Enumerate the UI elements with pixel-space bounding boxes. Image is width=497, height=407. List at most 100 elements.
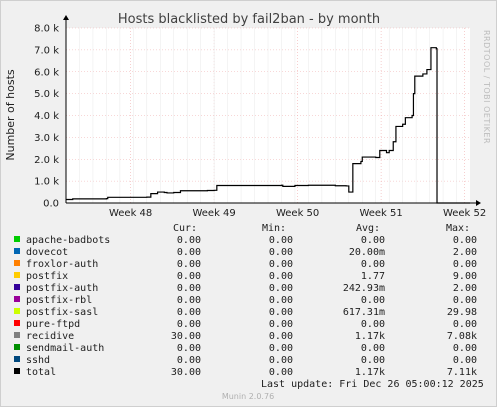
- legend-cur: 0.00: [177, 355, 201, 366]
- legend-row: postfix-rbl 0.00 0.00 0.00 0.00: [14, 295, 477, 306]
- legend-row: froxlor-auth 0.00 0.00 0.00 0.00: [14, 259, 477, 270]
- legend-avg: 1.77: [361, 271, 385, 282]
- legend-name: froxlor-auth: [26, 259, 98, 270]
- legend-avg: 1.17k: [355, 331, 385, 342]
- legend-max: 0.00: [453, 319, 477, 330]
- y-tick-label: 4.0 k: [34, 111, 59, 122]
- legend-min: 0.00: [269, 319, 293, 330]
- legend-max: 7.11k: [447, 367, 477, 378]
- legend-row: dovecot 0.00 0.00 20.00m 2.00: [14, 247, 477, 258]
- legend-max: 0.00: [453, 259, 477, 270]
- x-tick-label: Week 50: [276, 208, 319, 219]
- legend-avg: 0.00: [361, 343, 385, 354]
- legend-min: 0.00: [269, 343, 293, 354]
- legend-cur: 0.00: [177, 343, 201, 354]
- series-line-total: [66, 47, 470, 204]
- legend-min: 0.00: [269, 271, 293, 282]
- legend-swatch: [14, 356, 20, 362]
- legend-name: sendmail-auth: [26, 343, 104, 354]
- y-tick-label: 1.0 k: [34, 177, 59, 188]
- legend-row: apache-badbots 0.00 0.00 0.00 0.00: [14, 235, 477, 246]
- y-tick-label: 8.0 k: [34, 24, 59, 35]
- chart-title: Hosts blacklisted by fail2ban - by month: [118, 12, 380, 27]
- legend-name: total: [26, 367, 56, 378]
- y-tick-label: 5.0 k: [34, 89, 59, 100]
- legend-header-avg: Avg:: [356, 223, 380, 234]
- y-tick-labels: 0.0 1.0 k 2.0 k 3.0 k 4.0 k 5.0 k 6.0 k 7.0 k 8.…: [34, 24, 59, 210]
- legend-avg: 20.00m: [349, 247, 385, 258]
- legend-avg: 242.93m: [343, 283, 385, 294]
- legend-cur: 0.00: [177, 307, 201, 318]
- rrdtool-credit: RRDTOOL / TOBI OETIKER: [482, 30, 491, 144]
- legend-max: 0.00: [453, 235, 477, 246]
- legend-row: sshd 0.00 0.00 0.00 0.00: [14, 355, 477, 366]
- legend-cur: 0.00: [177, 259, 201, 270]
- x-tick-label: Week 48: [109, 208, 152, 219]
- legend-swatch: [14, 320, 20, 326]
- legend-swatch: [14, 284, 20, 290]
- y-tick-label: 7.0 k: [34, 45, 59, 56]
- legend-avg: 0.00: [361, 235, 385, 246]
- legend-avg: 617.31m: [343, 307, 385, 318]
- legend-row: postfix 0.00 0.00 1.77 9.00: [14, 271, 477, 282]
- legend-header-cur: Cur:: [173, 223, 197, 234]
- legend-name: postfix-auth: [26, 283, 98, 294]
- legend-max: 9.00: [453, 271, 477, 282]
- legend-cur: 30.00: [171, 367, 201, 378]
- legend: Cur: Min: Avg: Max:: [173, 223, 470, 234]
- legend-min: 0.00: [269, 331, 293, 342]
- legend-name: sshd: [26, 355, 50, 366]
- legend-row: sendmail-auth 0.00 0.00 0.00 0.00: [14, 343, 477, 354]
- grid-lines: [66, 27, 470, 203]
- y-tick-label: 6.0 k: [34, 67, 59, 78]
- legend-row: total 30.00 0.00 1.17k 7.11k: [14, 367, 477, 378]
- y-tick-label: 0.0: [43, 199, 59, 210]
- y-tick-label: 3.0 k: [34, 133, 59, 144]
- y-tick-label: 2.0 k: [34, 155, 59, 166]
- legend-min: 0.00: [269, 307, 293, 318]
- legend-max: 29.98: [447, 307, 477, 318]
- legend-min: 0.00: [269, 235, 293, 246]
- legend-cur: 0.00: [177, 271, 201, 282]
- legend-min: 0.00: [269, 283, 293, 294]
- legend-swatch: [14, 260, 20, 266]
- legend-name: postfix: [26, 271, 68, 282]
- legend-row: postfix-sasl 0.00 0.00 617.31m 29.98: [14, 307, 477, 318]
- legend-swatch: [14, 248, 20, 254]
- legend-name: recidive: [26, 331, 74, 342]
- legend-name: pure-ftpd: [26, 319, 80, 330]
- legend-min: 0.00: [269, 247, 293, 258]
- legend-max: 2.00: [453, 247, 477, 258]
- axes: [63, 15, 481, 206]
- x-tick-label: Week 51: [359, 208, 402, 219]
- legend-swatch: [14, 368, 20, 374]
- legend-row: pure-ftpd 0.00 0.00 0.00 0.00: [14, 319, 477, 330]
- legend-row: postfix-auth 0.00 0.00 242.93m 2.00: [14, 283, 477, 294]
- legend-max: 7.08k: [447, 331, 477, 342]
- legend-avg: 1.17k: [355, 367, 385, 378]
- legend-name: postfix-rbl: [26, 295, 92, 306]
- legend-header-min: Min:: [262, 223, 286, 234]
- legend-cur: 30.00: [171, 331, 201, 342]
- series-lines: [66, 47, 470, 204]
- munin-version: Munin 2.0.76: [222, 392, 274, 401]
- legend-cur: 0.00: [177, 247, 201, 258]
- y-axis-label: Number of hosts: [4, 69, 17, 161]
- legend-max: 0.00: [453, 355, 477, 366]
- legend-swatch: [14, 236, 20, 242]
- x-tick-labels: Week 48 Week 49 Week 50 Week 51 Week 52: [109, 208, 486, 219]
- legend-min: 0.00: [269, 259, 293, 270]
- last-update: Last update: Fri Dec 26 05:00:12 2025: [261, 379, 484, 390]
- legend-swatch: [14, 308, 20, 314]
- legend-swatch: [14, 332, 20, 338]
- legend-header-max: Max:: [446, 223, 470, 234]
- legend-max: 2.00: [453, 283, 477, 294]
- legend-max: 0.00: [453, 343, 477, 354]
- legend-name: apache-badbots: [26, 235, 110, 246]
- legend-cur: 0.00: [177, 295, 201, 306]
- legend-min: 0.00: [269, 367, 293, 378]
- legend-swatch: [14, 272, 20, 278]
- legend-swatch: [14, 296, 20, 302]
